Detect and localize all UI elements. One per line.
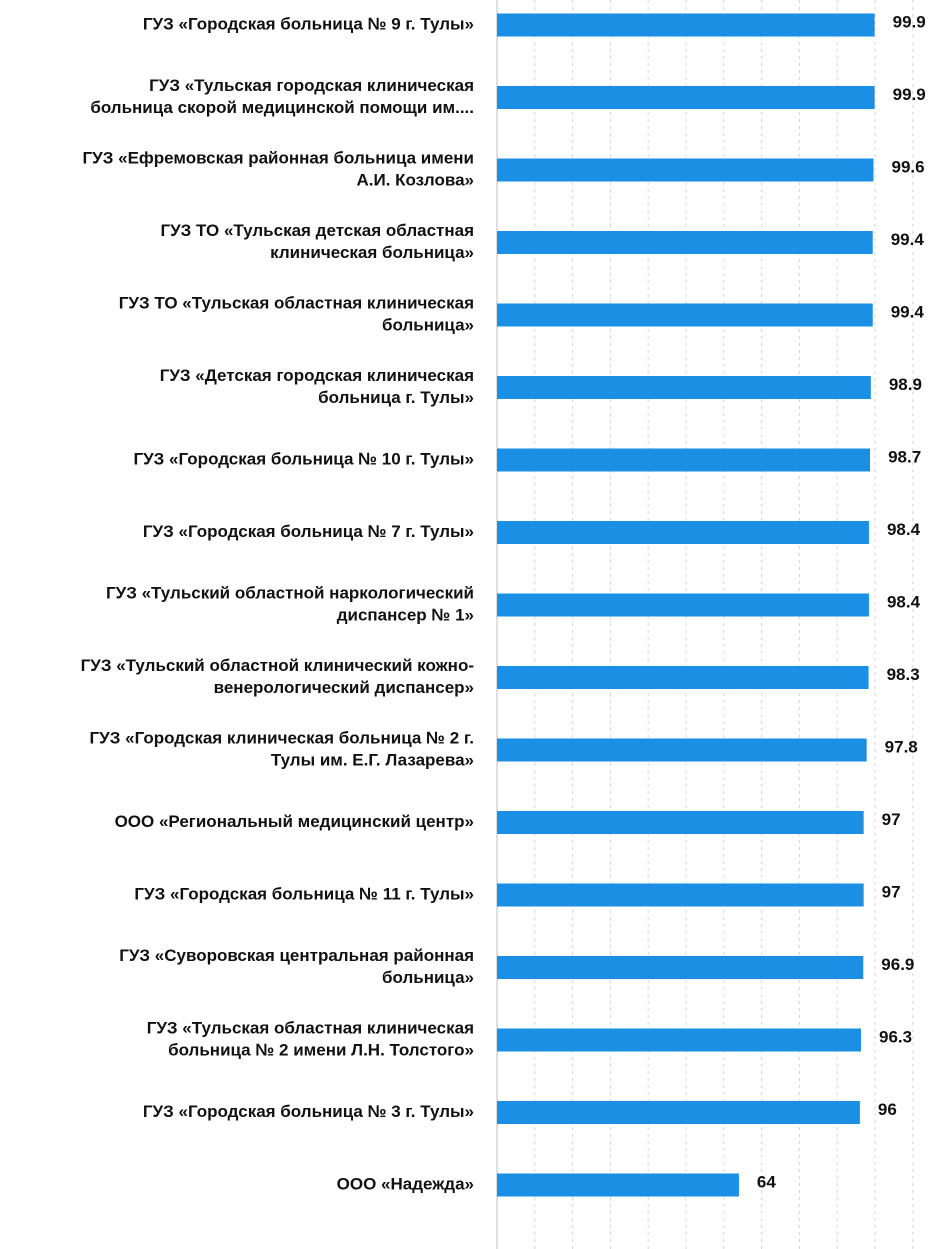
category-label: ГУЗ «Тульский областной наркологический д…	[106, 583, 474, 624]
bar-value-label: 98.4	[887, 592, 921, 611]
category-label: ГУЗ «Ефремовская районная больница имени…	[83, 148, 474, 189]
chart-bars	[497, 13, 875, 1197]
category-label: ГУЗ «Городская больница № 3 г. Тулы»	[143, 1102, 474, 1121]
category-label: ГУЗ «Тульская областная клиническая больн…	[147, 1018, 474, 1059]
category-label-line: ГУЗ «Городская больница № 10 г. Тулы»	[133, 449, 474, 468]
category-label: ГУЗ «Детская городская клиническая больни…	[160, 366, 474, 407]
category-label-line: венерологический диспансер»	[214, 678, 474, 697]
category-label: ГУЗ ТО «Тульская областная клиническая бо…	[119, 293, 474, 334]
category-label-line: ГУЗ «Тульская областная клиническая	[147, 1018, 474, 1037]
bar-value-label: 99.4	[891, 230, 925, 249]
category-label: ГУЗ «Городская больница № 9 г. Тулы»	[143, 14, 474, 33]
bar	[497, 1101, 860, 1124]
category-label-line: ГУЗ «Ефремовская районная больница имени	[83, 148, 474, 167]
category-label-line: ГУЗ «Городская больница № 7 г. Тулы»	[143, 522, 474, 541]
bar	[497, 593, 869, 617]
category-label-line: ГУЗ «Детская городская клиническая	[160, 366, 474, 385]
bar-value-label: 97	[882, 810, 901, 829]
category-label: ГУЗ «Тульский областной клинический кожн…	[81, 656, 474, 697]
category-label-line: ГУЗ «Городская больница № 9 г. Тулы»	[143, 14, 474, 33]
chart-category-labels: ГУЗ «Городская больница № 9 г. Тулы» ГУЗ …	[81, 14, 474, 1193]
category-label-line: ГУЗ «Суворовская центральная районная	[119, 946, 474, 965]
bar-value-label: 99.9	[893, 85, 926, 104]
bar-value-label: 96.3	[879, 1027, 912, 1046]
category-label-line: А.И. Козлова»	[356, 170, 474, 189]
category-label-line: ООО «Региональный медицинский центр»	[115, 812, 474, 831]
bar-value-label: 97.8	[885, 737, 918, 756]
category-label-line: Тулы им. Е.Г. Лазарева»	[271, 750, 474, 769]
category-label-line: больница»	[382, 315, 474, 334]
bar	[497, 86, 875, 109]
category-label-line: ГУЗ «Тульская городская клиническая	[149, 76, 474, 95]
category-label-line: ГУЗ ТО «Тульская детская областная	[160, 221, 474, 240]
category-label-line: больница № 2 имени Л.Н. Толстого»	[168, 1040, 474, 1059]
category-label-line: диспансер № 1»	[337, 605, 474, 624]
bar-value-label: 99.4	[891, 302, 925, 321]
bar-value-label: 99.9	[893, 12, 926, 31]
bar-value-label: 64	[757, 1172, 776, 1191]
category-label-line: больница г. Тулы»	[318, 388, 474, 407]
category-label: ГУЗ «Суворовская центральная районная бол…	[119, 946, 474, 987]
category-label-line: ГУЗ ТО «Тульская областная клиническая	[119, 293, 474, 312]
bar	[497, 376, 871, 399]
bar	[497, 811, 864, 834]
bar-value-label: 96.9	[881, 955, 914, 974]
category-label: ГУЗ «Городская больница № 11 г. Тулы»	[134, 884, 474, 903]
category-label-line: ГУЗ «Тульский областной клинический кожн…	[81, 656, 474, 675]
category-label-line: клиническая больница»	[270, 243, 474, 262]
category-label: ООО «Надежда»	[337, 1174, 474, 1193]
bar	[497, 448, 871, 472]
category-label-line: ГУЗ «Городская больница № 11 г. Тулы»	[134, 884, 474, 903]
bar	[497, 1173, 739, 1197]
bar-value-label: 97	[882, 882, 901, 901]
chart-value-labels: 99.9 99.9 99.6 99.4 99.4 98.9 98.7 98.4 98.4 98.3…	[757, 12, 926, 1191]
bar-value-label: 98.7	[888, 447, 921, 466]
bar	[497, 1028, 862, 1052]
category-label: ГУЗ «Городская клиническая больница № 2 …	[90, 728, 474, 769]
bar	[497, 738, 867, 762]
bar-value-label: 96	[878, 1100, 897, 1119]
bar-value-label: 99.6	[891, 157, 924, 176]
bar	[497, 231, 873, 254]
bar	[497, 883, 864, 907]
bar	[497, 158, 874, 182]
category-label-line: ГУЗ «Городская клиническая больница № 2 …	[90, 728, 474, 747]
category-label-line: больница»	[382, 968, 474, 987]
category-label: ООО «Региональный медицинский центр»	[115, 812, 474, 831]
bar-value-label: 98.4	[887, 520, 921, 539]
category-label: ГУЗ «Тульская городская клиническая больн…	[90, 76, 474, 117]
bar	[497, 521, 869, 544]
bar	[497, 666, 869, 689]
category-label-line: ГУЗ «Тульский областной наркологический	[106, 583, 474, 602]
bar	[497, 13, 875, 37]
category-label-line: ГУЗ «Городская больница № 3 г. Тулы»	[143, 1102, 474, 1121]
bar-value-label: 98.3	[887, 665, 920, 684]
category-label: ГУЗ «Городская больница № 10 г. Тулы»	[133, 449, 474, 468]
chart-gridlines	[496, 0, 914, 1249]
bar	[497, 303, 873, 327]
category-label-line: больница скорой медицинской помощи им...…	[90, 98, 474, 117]
bar-value-label: 98.9	[889, 375, 922, 394]
bar	[497, 956, 864, 979]
category-label-line: ООО «Надежда»	[337, 1174, 474, 1193]
category-label: ГУЗ «Городская больница № 7 г. Тулы»	[143, 522, 474, 541]
category-label: ГУЗ ТО «Тульская детская областная клинич…	[160, 221, 474, 262]
